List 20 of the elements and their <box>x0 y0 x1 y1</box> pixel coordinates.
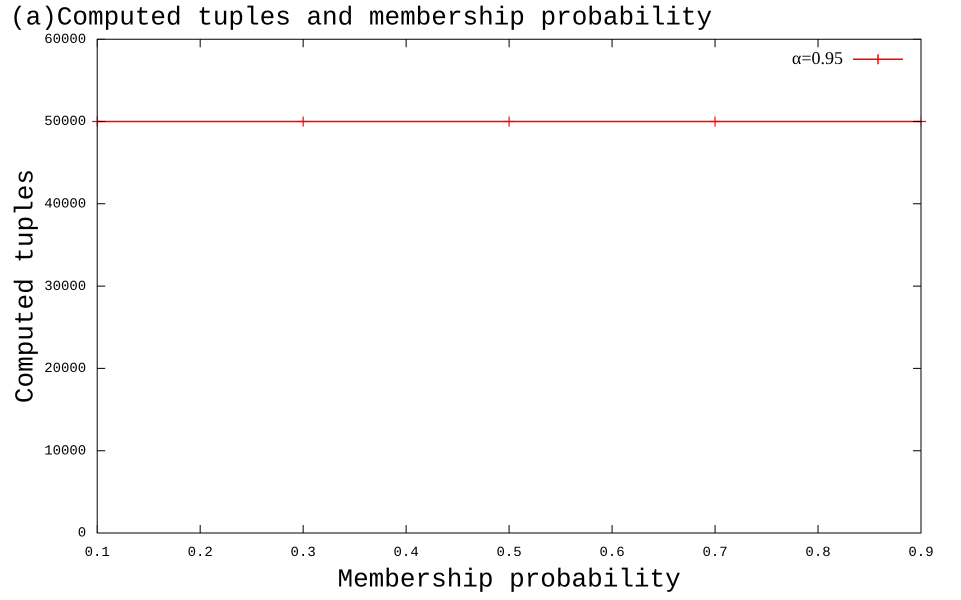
x-tick-label: 0.4 <box>394 545 419 562</box>
chart-title: (a)Computed tuples and membership probability <box>10 2 712 32</box>
x-tick-label: 0.8 <box>805 545 831 562</box>
x-axis-title: Membership probability <box>337 564 681 594</box>
y-tick-label: 40000 <box>44 196 86 213</box>
x-tick-label: 0.1 <box>84 545 110 562</box>
y-tick-label: 50000 <box>44 114 86 130</box>
x-tick-label: 0.9 <box>908 545 934 562</box>
x-tick-label: 0.3 <box>290 545 316 562</box>
x-tick-label: 0.5 <box>496 545 522 562</box>
y-tick-label: 0 <box>78 526 86 542</box>
y-tick-label: 10000 <box>44 443 86 460</box>
y-axis-title: Computed tuples <box>10 169 40 404</box>
y-tick-label: 20000 <box>44 361 86 378</box>
y-tick-label: 60000 <box>44 32 86 48</box>
y-tick-label: 30000 <box>44 278 86 295</box>
x-tick-label: 0.2 <box>188 545 213 562</box>
legend-label: α=0.95 <box>792 48 843 68</box>
x-tick-label: 0.7 <box>702 545 728 562</box>
x-tick-label: 0.6 <box>599 545 625 562</box>
